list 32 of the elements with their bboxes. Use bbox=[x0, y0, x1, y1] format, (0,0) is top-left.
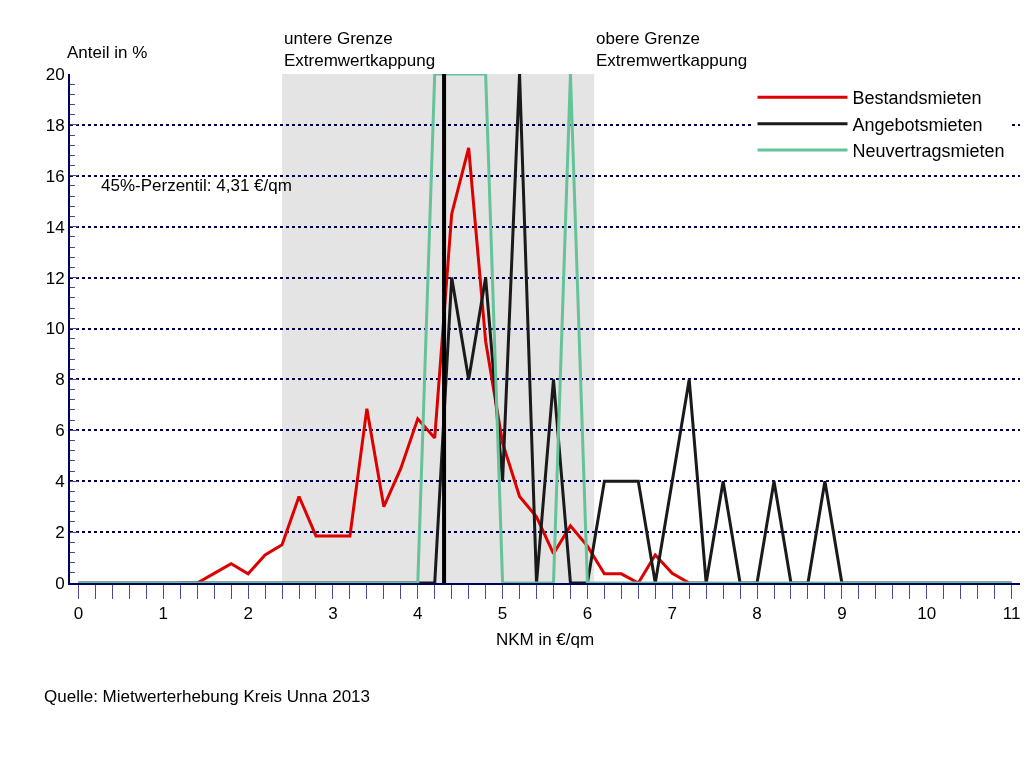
y-tick-label: 4 bbox=[55, 472, 65, 492]
y-tick-label: 8 bbox=[55, 370, 65, 390]
x-axis-title: NKM in €/qm bbox=[495, 630, 595, 649]
annotation: untere Grenze Extremwertkappung bbox=[284, 29, 436, 71]
y-tick-label: 0 bbox=[55, 573, 65, 593]
y-axis-title: Anteil in % bbox=[67, 43, 148, 62]
x-tick-label: 0 bbox=[73, 604, 84, 624]
x-tick-label: 8 bbox=[752, 604, 762, 624]
y-tick-label: 10 bbox=[45, 319, 65, 339]
x-tick-label: 6 bbox=[582, 604, 593, 624]
x-tick-label: 11 bbox=[1002, 604, 1021, 624]
annotation: 45%-Perzentil: 4,31 €/qm bbox=[101, 176, 292, 195]
x-tick-label: 3 bbox=[328, 604, 338, 624]
y-tick-label: 2 bbox=[55, 523, 65, 543]
source-note: Quelle: Mietwerterhebung Kreis Unna 2013 bbox=[44, 687, 371, 706]
y-tick-label: 18 bbox=[45, 115, 65, 135]
x-tick-label: 10 bbox=[917, 604, 937, 624]
x-tick-label: 7 bbox=[667, 604, 677, 624]
annotation: obere Grenze Extremwertkappung bbox=[596, 29, 748, 71]
y-tick-label: 16 bbox=[45, 166, 65, 186]
x-tick-label: 5 bbox=[497, 604, 508, 624]
legend-label: Bestandsmieten bbox=[852, 88, 982, 109]
x-tick-label: 4 bbox=[413, 604, 423, 624]
x-tick-label: 1 bbox=[158, 604, 169, 624]
legend-label: Angebotsmieten bbox=[852, 114, 983, 135]
y-tick-label: 20 bbox=[45, 64, 65, 84]
x-tick-label: 2 bbox=[243, 604, 253, 624]
y-tick-label: 12 bbox=[45, 268, 65, 288]
y-tick-label: 6 bbox=[55, 421, 65, 441]
y-tick-label: 14 bbox=[45, 217, 65, 237]
x-tick-label: 9 bbox=[837, 604, 847, 624]
legend-label: Neuvertragsmieten bbox=[852, 141, 1005, 162]
